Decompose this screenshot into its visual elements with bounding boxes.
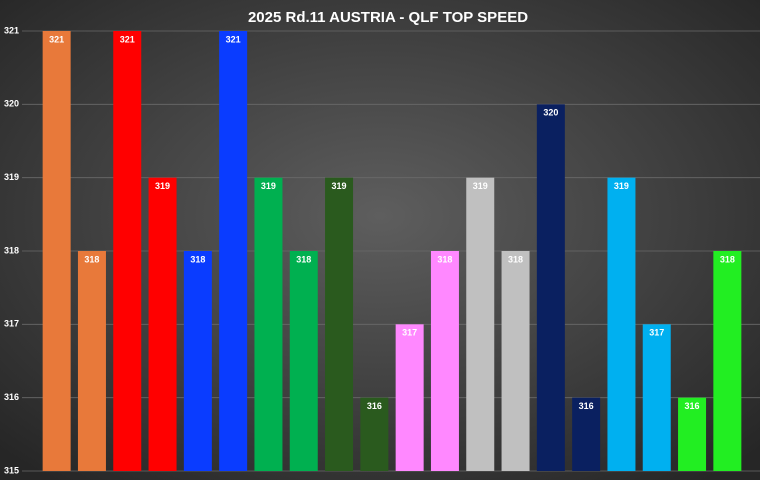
data-label: 317 <box>649 328 664 338</box>
chart-title: 2025 Rd.11 AUSTRIA - QLF TOP SPEED <box>248 9 528 26</box>
bar <box>430 251 459 471</box>
bar <box>183 251 212 471</box>
data-label: 318 <box>437 254 452 264</box>
bar <box>678 397 707 471</box>
bar <box>536 104 565 471</box>
bar <box>289 251 318 471</box>
y-tick-label: 316 <box>4 392 19 402</box>
y-tick-label: 318 <box>4 245 19 255</box>
data-label: 318 <box>296 254 311 264</box>
data-label: 316 <box>579 401 594 411</box>
data-label: 319 <box>473 181 488 191</box>
bar <box>148 177 177 471</box>
data-label: 316 <box>685 401 700 411</box>
data-label: 317 <box>402 328 417 338</box>
data-label: 321 <box>49 34 64 44</box>
bar <box>501 251 530 471</box>
bar <box>219 31 248 471</box>
y-tick-label: 317 <box>4 319 19 329</box>
bar <box>466 177 495 471</box>
data-label: 321 <box>226 34 241 44</box>
bar <box>360 397 389 471</box>
bar <box>113 31 142 471</box>
y-tick-label: 320 <box>4 99 19 109</box>
bar <box>713 251 742 471</box>
bar <box>395 324 424 471</box>
y-tick-label: 319 <box>4 172 19 182</box>
bar <box>572 397 601 471</box>
data-label: 318 <box>84 254 99 264</box>
data-label: 319 <box>332 181 347 191</box>
data-label: 318 <box>508 254 523 264</box>
data-label: 319 <box>614 181 629 191</box>
data-label: 318 <box>190 254 205 264</box>
data-label: 316 <box>367 401 382 411</box>
y-tick-label: 321 <box>4 25 19 35</box>
data-label: 320 <box>543 108 558 118</box>
bar <box>642 324 671 471</box>
y-tick-label: 315 <box>4 465 19 475</box>
bar <box>42 31 71 471</box>
data-label: 319 <box>261 181 276 191</box>
bar <box>77 251 106 471</box>
data-label: 321 <box>120 34 135 44</box>
bar <box>254 177 283 471</box>
data-label: 319 <box>155 181 170 191</box>
bar <box>607 177 636 471</box>
bar <box>325 177 354 471</box>
data-label: 318 <box>720 254 735 264</box>
